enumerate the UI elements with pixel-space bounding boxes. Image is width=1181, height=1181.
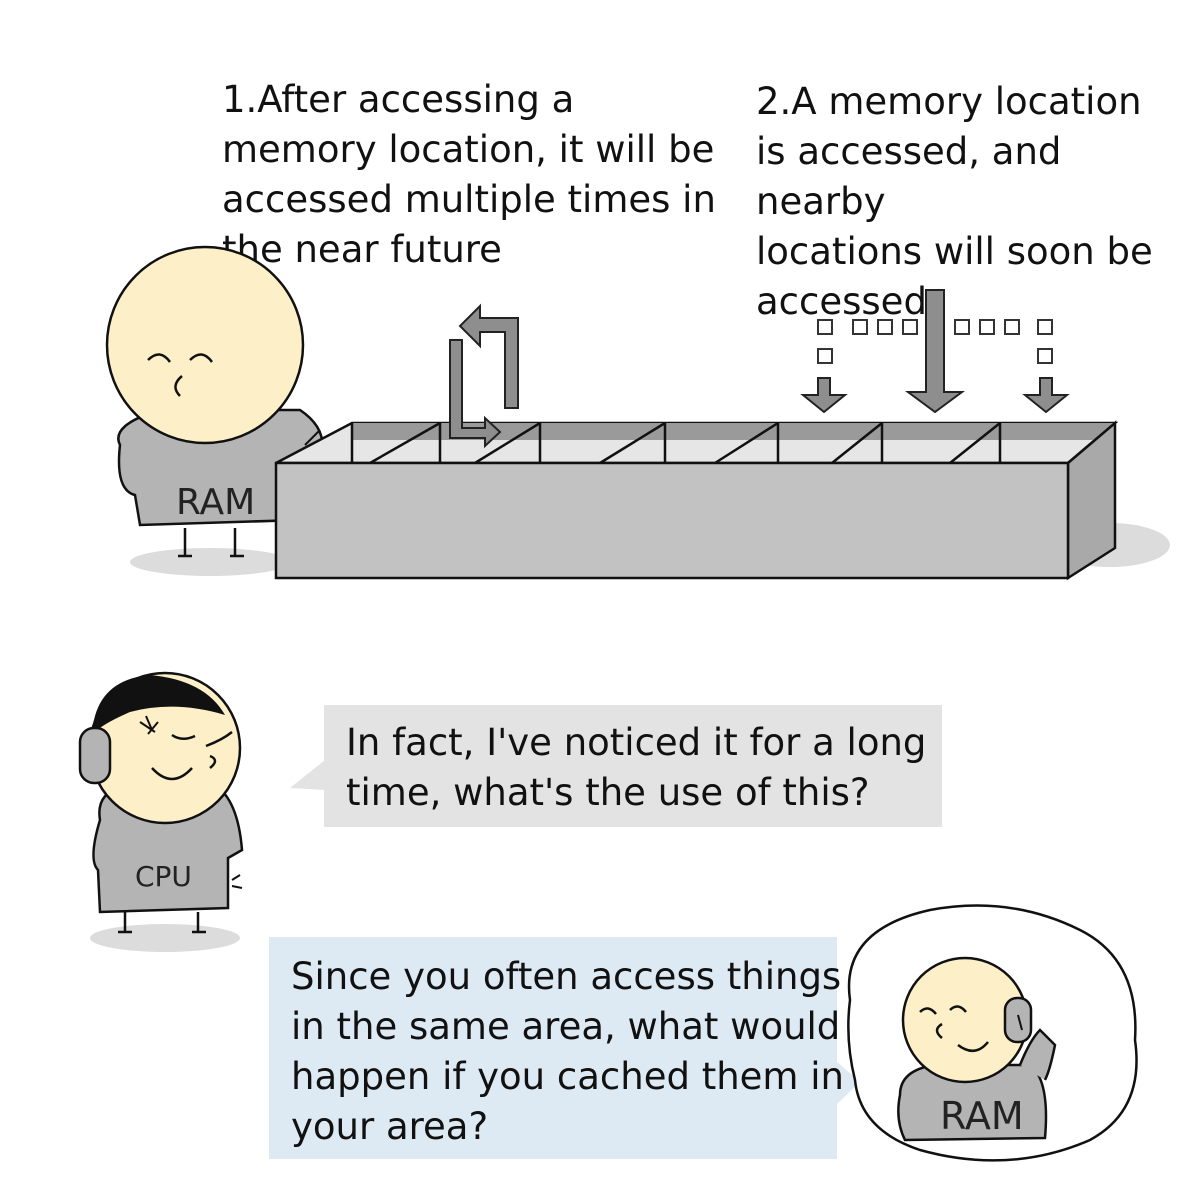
ram-top-shirt-label: RAM [176,482,256,523]
cpu-shadow [90,924,240,952]
caption-spatial-locality: 2.A memory location is accessed, and nea… [756,80,1153,323]
box-front [274,461,1070,580]
ram-bottom-shirt-label: RAM [940,1094,1024,1138]
ram-character-top [105,245,326,558]
cpu-speech-bubble-bg [324,705,942,827]
box-dividers [350,421,1002,465]
left-down-arrow [800,377,848,414]
caption-temporal-locality: 1.After accessing a memory location, it … [222,78,716,271]
ram-speech-bubble: Since you often access things in the sam… [291,955,844,1148]
ram-thought-cloud [847,904,1138,1162]
center-down-arrow [904,289,966,414]
memory-array-box [274,420,1119,581]
ram-bubble-tail [837,1062,860,1104]
spatial-arrows [800,289,1070,414]
spatial-dotted-path [817,319,1053,364]
cpu-character [78,671,244,934]
cpu-bubble-tail [290,760,325,790]
ram-speech-bubble-bg [269,937,837,1159]
cpu-speech-bubble: In fact, I've noticed it for a long time… [346,721,927,814]
ram-top-shadow [130,548,290,576]
cpu-shirt-label: CPU [135,860,192,893]
right-down-arrow [1022,377,1070,414]
temporal-loop-arrow [449,303,519,449]
box-inner-back [352,423,1115,440]
